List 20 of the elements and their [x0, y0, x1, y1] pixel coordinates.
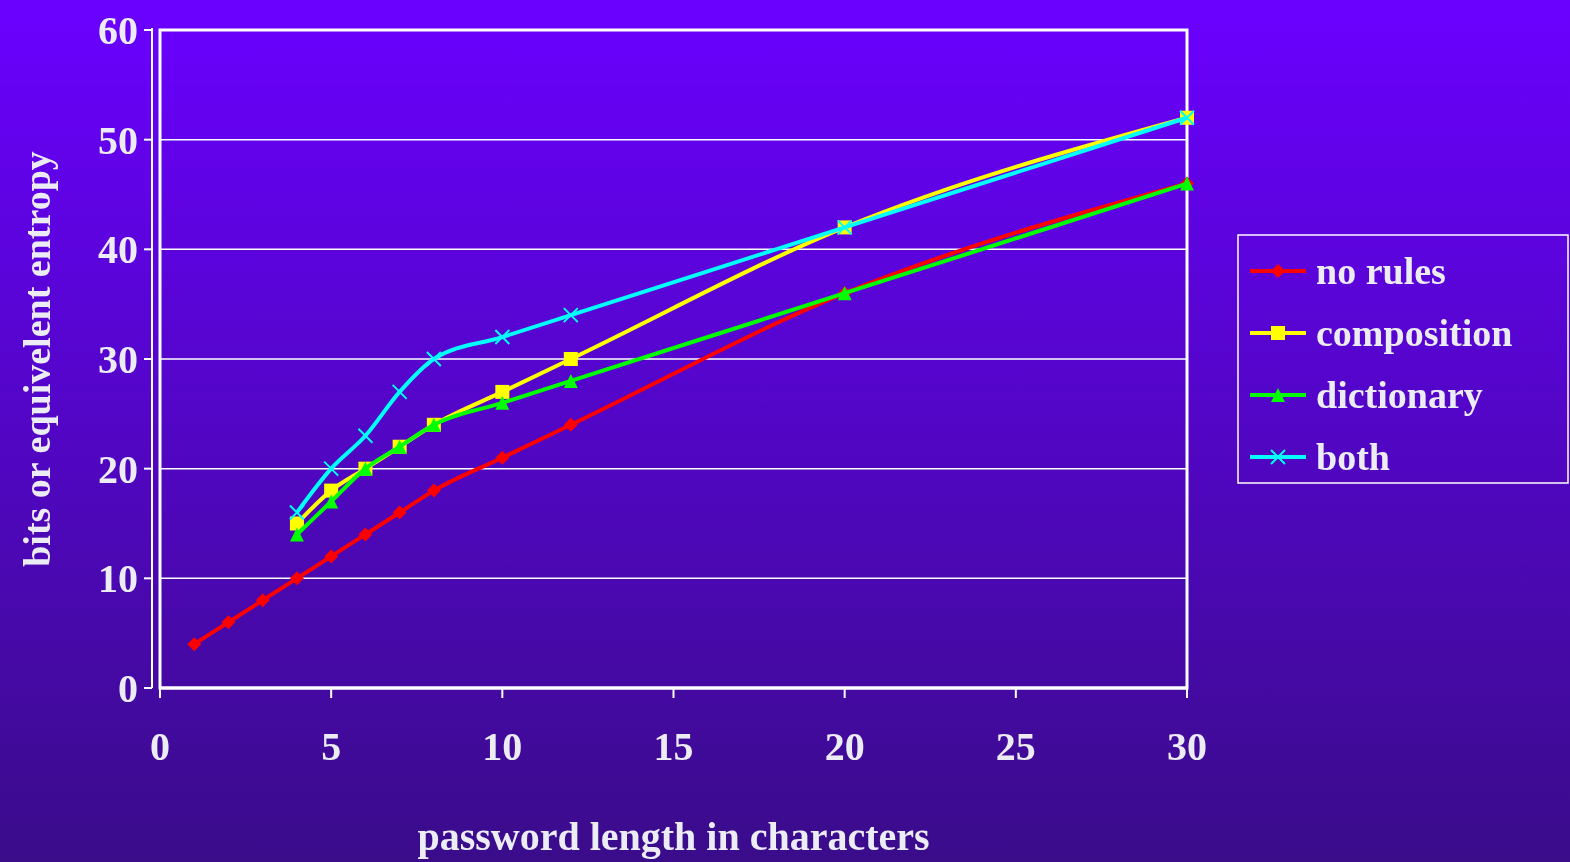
x-tick-label: 30 [1167, 724, 1207, 769]
x-tick-label: 10 [482, 724, 523, 769]
x-tick-label: 5 [321, 724, 342, 769]
y-tick-label: 0 [118, 666, 138, 711]
legend-label: dictionary [1316, 374, 1483, 417]
y-tick-label: 50 [98, 117, 138, 163]
legend-label: no rules [1316, 250, 1446, 293]
x-tick-label: 20 [824, 724, 865, 769]
y-tick-label: 40 [98, 227, 138, 273]
y-tick-label: 30 [98, 337, 138, 382]
legend-label: both [1316, 436, 1390, 479]
x-tick-label: 0 [150, 724, 170, 769]
y-tick-label: 20 [98, 446, 138, 492]
legend-label: composition [1316, 312, 1513, 355]
x-tick-label: 25 [995, 724, 1036, 769]
y-tick-label: 10 [98, 556, 138, 602]
y-tick-label: 60 [98, 8, 138, 53]
x-tick-label: 15 [653, 724, 694, 769]
y-axis-title: bits or equivelent entropy [16, 151, 58, 567]
x-axis-title: password length in characters [417, 814, 930, 859]
